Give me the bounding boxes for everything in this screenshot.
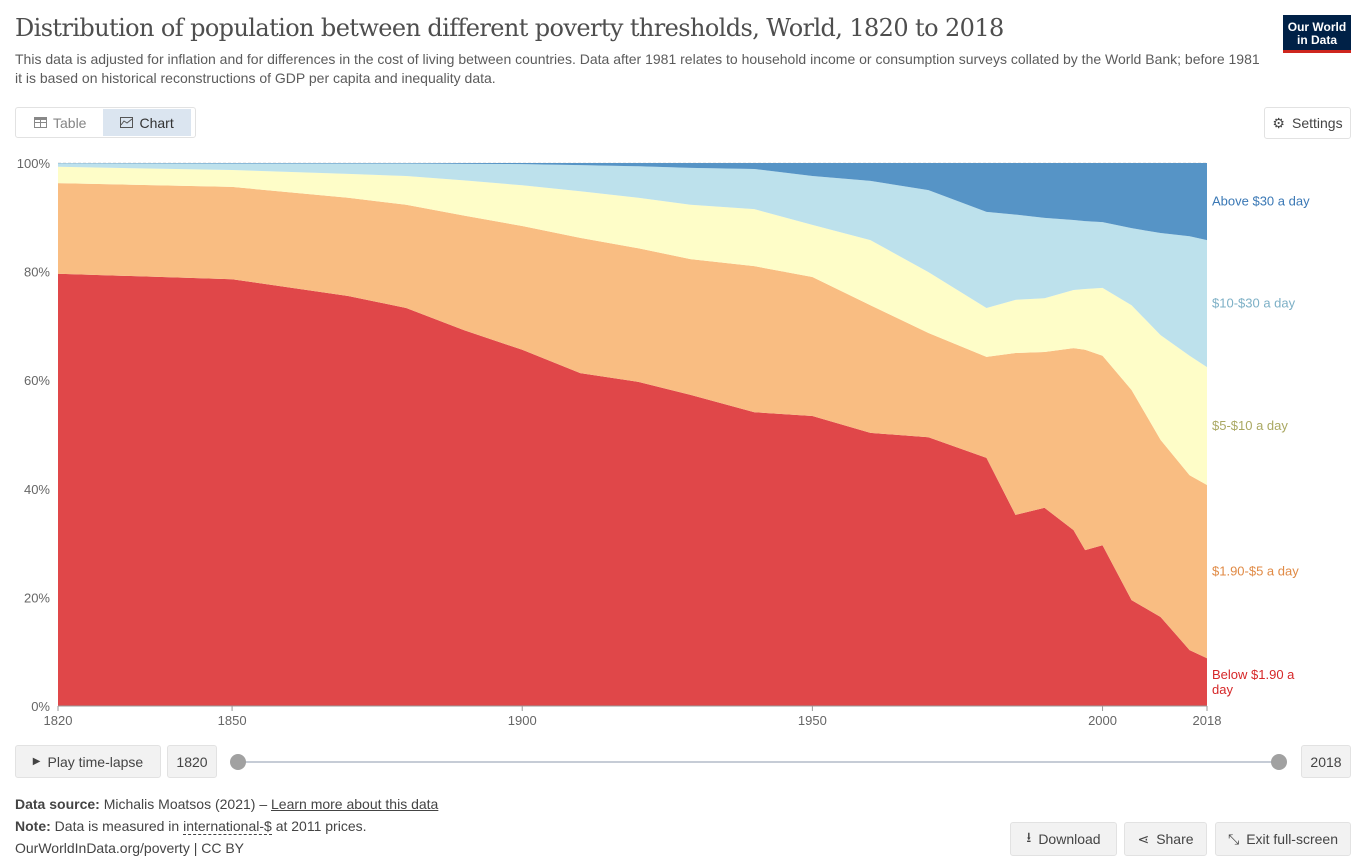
chart-icon [120,117,134,128]
area-below-1-90-a-day [58,273,1207,706]
tab-table[interactable]: Table [17,109,103,136]
legend-label: Below $1.90 a [1212,667,1295,682]
x-tick-label: 2000 [1088,713,1117,728]
note: Note: Data is measured in international-… [15,818,367,835]
chart-subtitle: This data is adjusted for inflation and … [15,51,1260,86]
x-tick-label: 1820 [44,713,73,728]
y-tick-label: 60% [24,373,50,388]
owid-logo[interactable]: Our World in Data [1283,15,1351,53]
settings-label: Settings [1291,115,1343,131]
legend-label: Above $30 a day [1212,194,1310,209]
y-tick-label: 100% [17,156,51,171]
tab-chart-label: Chart [139,114,174,131]
source-text: Michalis Moatsos (2021) – [103,796,271,812]
play-label: Play time-lapse [47,753,144,770]
view-tabs: Table Chart [15,107,196,138]
legend-label: $5-$10 a day [1212,418,1288,433]
x-tick-label: 2018 [1193,713,1222,728]
legend-label: day [1212,682,1233,697]
settings-button[interactable]: ⚙ Settings [1264,107,1351,139]
table-icon [34,117,47,128]
logo-text-2: in Data [1296,33,1337,47]
exit-fullscreen-label: Exit full-screen [1246,831,1338,847]
x-tick-label: 1850 [218,713,247,728]
source-label: Data source: [15,796,100,812]
legend-label: $1.90-$5 a day [1212,564,1299,579]
share-icon: ⋖ [1137,830,1150,847]
area--1-90-5-a-day [58,183,1207,659]
chart-title: Distribution of population between diffe… [15,14,1004,42]
data-source: Data source: Michalis Moatsos (2021) – L… [15,796,438,812]
x-tick-label: 1950 [798,713,827,728]
tab-chart[interactable]: Chart [103,109,191,136]
area--5-10-a-day [58,166,1207,485]
y-tick-label: 80% [24,265,50,280]
download-icon: ⭳ [1026,829,1032,845]
play-timelapse-button[interactable]: ▶ Play time-lapse [15,745,161,778]
y-tick-label: 20% [24,590,50,605]
international-dollar-link[interactable]: international-$ [183,818,272,835]
share-button[interactable]: ⋖ Share [1124,822,1207,856]
learn-more-link[interactable]: Learn more about this data [271,796,439,812]
timeline-start-year[interactable]: 1820 [167,745,217,778]
note-text-end: at 2011 prices. [271,818,367,834]
legend-label: $10-$30 a day [1212,296,1296,311]
source-url[interactable]: OurWorldInData.org/poverty | CC BY [15,840,245,856]
stacked-area-chart: 0% 20% 40% 60% 80% 100% 1820 1850 1900 1950 2000 20… [17,156,1310,728]
note-label: Note: [15,818,51,834]
share-label: Share [1156,831,1194,847]
note-text: Data is measured in [54,818,184,834]
download-label: Download [1038,831,1101,847]
timeline-end-handle[interactable] [1271,754,1287,770]
tab-table-label: Table [53,114,87,131]
y-tick-label: 40% [24,482,50,497]
gear-icon: ⚙ [1272,114,1285,131]
area--10-30-a-day [58,163,1207,368]
x-tick-label: 1900 [508,713,537,728]
exit-fullscreen-icon: ⤡ [1227,830,1240,847]
play-icon: ▶ [32,756,41,767]
timeline-track[interactable] [238,761,1279,763]
logo-text-1: Our World [1287,20,1347,34]
download-button[interactable]: ⭳ Download [1010,822,1117,856]
timeline-start-handle[interactable] [230,754,246,770]
timeline-end-year[interactable]: 2018 [1301,745,1351,778]
y-tick-label: 0% [31,699,50,714]
exit-fullscreen-button[interactable]: ⤡ Exit full-screen [1215,822,1351,856]
area-above-30-a-day [58,163,1207,241]
